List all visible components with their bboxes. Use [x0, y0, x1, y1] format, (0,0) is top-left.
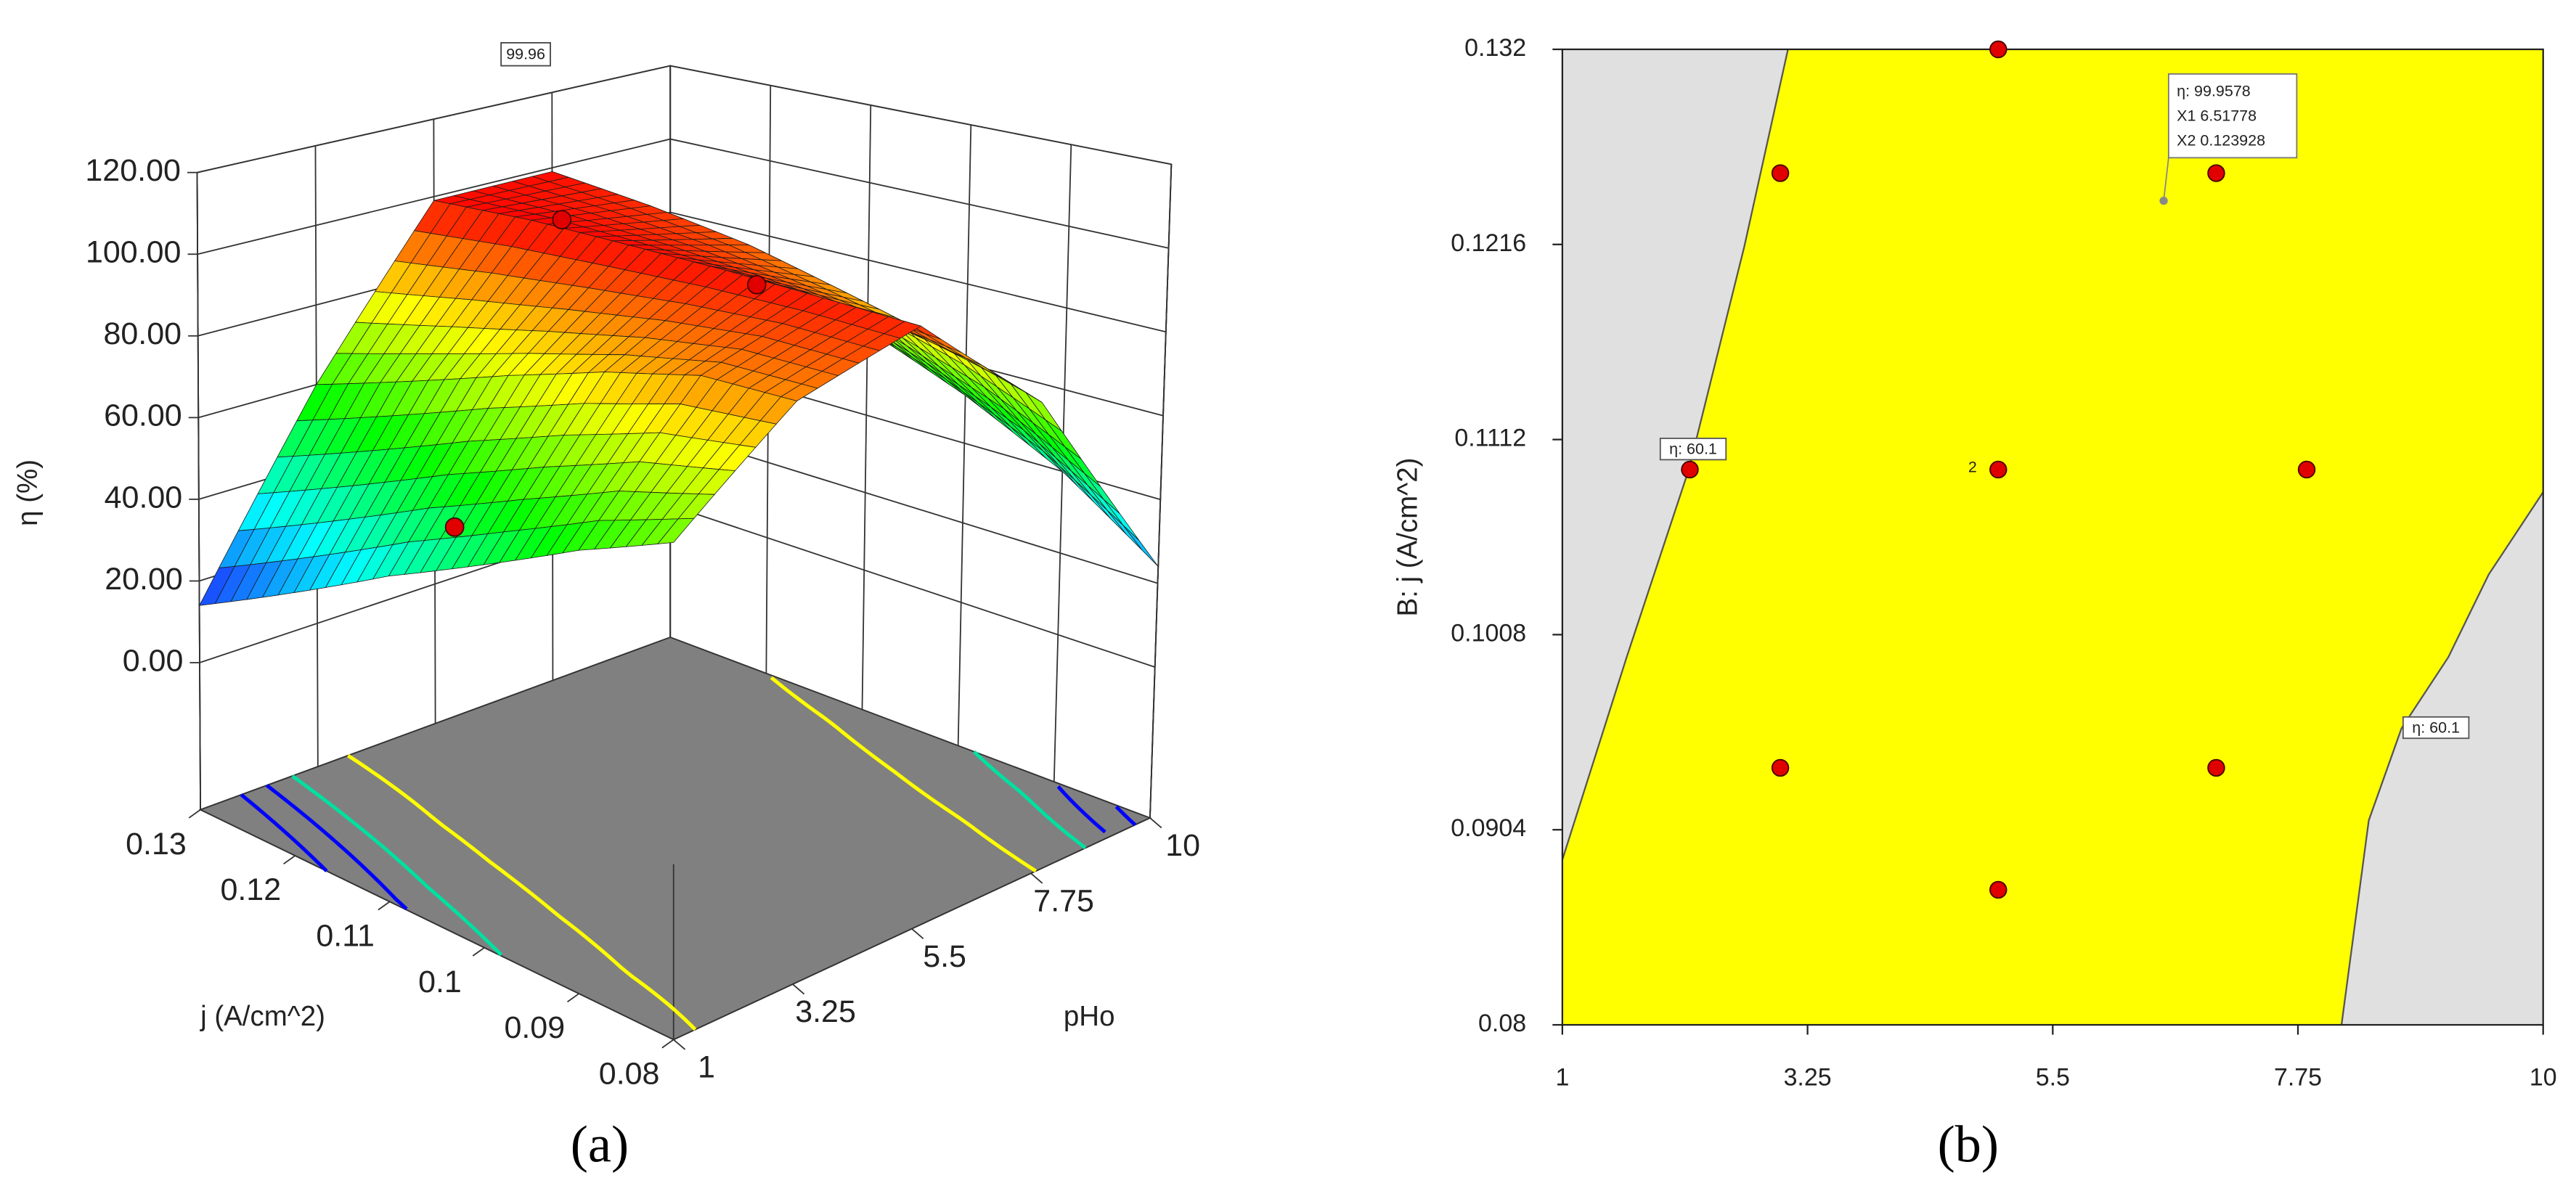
z-tick-label: 120.00: [85, 153, 180, 188]
panel-label: (b): [1938, 1115, 1999, 1174]
tooltip-point: [2159, 196, 2168, 205]
flag-box: [2402, 716, 2470, 740]
y-tick-label: 0.08: [1478, 1010, 1526, 1037]
flag-label: η: 60.1: [1669, 440, 1717, 457]
design-point: [1989, 880, 2008, 899]
z-tick-label: 60.00: [104, 398, 182, 433]
flag-box: [1659, 438, 1727, 461]
floor-contour: [240, 793, 328, 872]
tooltip-pin: [2163, 157, 2169, 201]
floor-contour: [1056, 785, 1106, 834]
x-tick-label: 10: [1165, 828, 1200, 863]
z-tick-label: 40.00: [105, 480, 183, 515]
x-tick-label: 3.25: [1784, 1064, 1832, 1092]
y-axis-title: B: j (A/cm^2): [1393, 458, 1424, 617]
tick-mark: [661, 1039, 674, 1049]
y-tick-label: 0.1008: [1451, 619, 1526, 647]
y-tick-label: 0.1216: [1451, 229, 1526, 257]
x-tick-label: 3.25: [795, 994, 856, 1029]
z-tick-label: 80.00: [103, 316, 182, 351]
y-tick-label: 0.1112: [1454, 425, 1526, 452]
grid-line: [669, 211, 1167, 333]
grid-line: [957, 125, 972, 746]
grid-line: [670, 138, 1169, 249]
floor-contour: [291, 774, 503, 957]
design-point: [552, 210, 572, 230]
axis-line: [673, 817, 1151, 1041]
tick-mark: [1149, 817, 1162, 829]
z-tick-label: 0.00: [123, 643, 184, 678]
z-tick-label: 100.00: [86, 235, 181, 270]
tooltip-line: X1 6.51778: [2177, 107, 2257, 124]
point-label: 2: [1968, 458, 1977, 475]
floor-contour: [1114, 805, 1137, 827]
x-tick-label: 7.75: [2274, 1064, 2322, 1092]
floor-contour: [346, 753, 697, 1031]
z-tick-label: 20.00: [105, 562, 183, 597]
floor-contour: [972, 750, 1087, 850]
tick-mark: [378, 901, 391, 911]
y-tick-label: 0.11: [316, 918, 374, 953]
axis-line: [196, 172, 201, 810]
design-point: [1989, 40, 2008, 59]
tick-mark: [283, 855, 295, 865]
x-tick-label: 1: [698, 1050, 715, 1085]
y-tick-label: 0.1: [418, 965, 462, 999]
design-point: [444, 517, 465, 537]
y-tick-label: 0.08: [599, 1057, 660, 1092]
design-point: [2297, 460, 2316, 479]
x-tick-label: 7.75: [1033, 883, 1094, 918]
design-point: [746, 274, 767, 295]
floor-contour: [265, 784, 408, 911]
grid-line: [669, 431, 1158, 584]
tooltip-box: [2167, 73, 2298, 159]
design-point: [1989, 460, 2008, 479]
axis-line: [200, 809, 674, 1041]
y-tick-label: 0.09: [504, 1010, 565, 1045]
floor-contour: [770, 676, 1038, 873]
tick-mark: [472, 946, 485, 957]
tick-mark: [1030, 872, 1043, 884]
x-tick-label: 1: [1555, 1064, 1569, 1092]
feasible-region: [1562, 49, 2543, 1026]
design-point: [2207, 164, 2225, 182]
design-point: [1771, 164, 1790, 182]
x-tick-label: 5.5: [923, 939, 966, 974]
tooltip-line: η: 99.9578: [2177, 82, 2251, 99]
x-tick-label: 10: [2530, 1064, 2557, 1092]
x-tick-label: 5.5: [2036, 1064, 2070, 1092]
design-point: [1771, 758, 1790, 777]
y-tick-label: 0.12: [220, 872, 281, 907]
contour-boundary: [2340, 491, 2544, 1026]
tick-mark: [911, 928, 924, 939]
y-tick-label: 0.132: [1464, 34, 1526, 62]
y-tick-label: 0.0904: [1451, 814, 1526, 842]
surface-patch: [657, 517, 695, 544]
design-point: [2207, 758, 2225, 777]
annotation-box: [500, 42, 551, 67]
tick-mark: [188, 809, 201, 819]
y-tick-label: 0.13: [126, 827, 187, 862]
annotation: 99.96: [506, 46, 545, 63]
z-axis-title: η (%): [12, 459, 44, 526]
axis-line: [1149, 164, 1173, 818]
grid-line: [670, 65, 1172, 165]
tick-mark: [792, 983, 805, 995]
design-point: [1681, 460, 1699, 479]
panel-label: (a): [571, 1115, 629, 1174]
grid-line: [669, 504, 1156, 668]
tooltip-line: X2 0.123928: [2177, 131, 2265, 149]
flag-label: η: 60.1: [2412, 719, 2460, 736]
tick-mark: [673, 1039, 686, 1050]
tick-mark: [567, 993, 579, 1003]
x-axis-title: pHo: [1064, 1001, 1115, 1032]
y-axis-title: j (A/cm^2): [200, 1001, 325, 1032]
grid-line: [861, 105, 872, 710]
